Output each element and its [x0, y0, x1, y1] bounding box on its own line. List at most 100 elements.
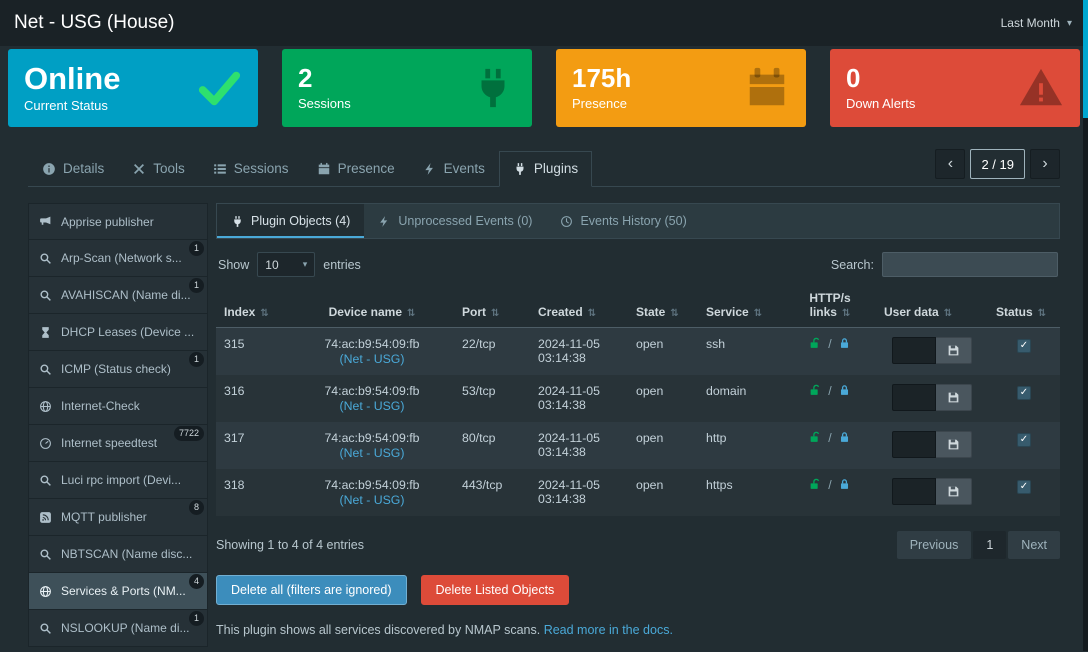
- tab-sessions-label: Sessions: [233, 161, 289, 176]
- subtab-plugin-objects[interactable]: Plugin Objects (4): [217, 204, 365, 238]
- save-button[interactable]: [936, 478, 972, 505]
- status-checkbox[interactable]: ✓: [1017, 339, 1031, 353]
- prev-device-button[interactable]: ‹: [935, 149, 966, 179]
- sidebar-item-label: Services & Ports (NM...: [61, 584, 186, 598]
- chevron-down-icon: ▾: [302, 259, 308, 269]
- bolt-icon: [423, 162, 437, 176]
- cell-index: 317: [224, 431, 245, 445]
- lock-open-icon[interactable]: [809, 478, 822, 494]
- sidebar-item-label: Arp-Scan (Network s...: [61, 251, 182, 265]
- cell-device: 74:ac:b9:54:09:fb (Net - USG): [290, 328, 454, 376]
- sidebar-item-internet-check[interactable]: Internet-Check: [28, 388, 208, 425]
- delete-all-button[interactable]: Delete all (filters are ignored): [216, 575, 407, 605]
- subtab-unprocessed-events[interactable]: Unprocessed Events (0): [364, 204, 546, 238]
- scrollbar[interactable]: [1083, 0, 1088, 651]
- save-button[interactable]: [936, 384, 972, 411]
- sidebar-item-luci-rpc[interactable]: Luci rpc import (Devi...: [28, 462, 208, 499]
- cell-port: 443/tcp: [462, 478, 503, 492]
- clock-icon: [560, 215, 573, 228]
- device-link[interactable]: (Net - USG): [339, 352, 405, 366]
- sort-icon: ⇅: [260, 308, 269, 319]
- sidebar-item-mqtt[interactable]: MQTT publisher 8: [28, 499, 208, 536]
- lock-open-icon[interactable]: [809, 337, 822, 353]
- device-link[interactable]: (Net - USG): [339, 493, 405, 507]
- subtab-label: Events History (50): [580, 214, 687, 228]
- sidebar-item-nbtscan[interactable]: NBTSCAN (Name disc...: [28, 536, 208, 573]
- show-entries-select[interactable]: 10 ▾: [257, 252, 316, 277]
- status-card[interactable]: Online Current Status: [8, 49, 258, 127]
- save-button[interactable]: [936, 431, 972, 458]
- sidebar-item-services-ports[interactable]: Services & Ports (NM... 4: [28, 573, 208, 610]
- sidebar-item-arpscan[interactable]: Arp-Scan (Network s... 1: [28, 240, 208, 277]
- search-input[interactable]: [882, 252, 1058, 277]
- count-badge: 1: [188, 352, 204, 367]
- plugin-objects-table: Index ⇅ Device name ⇅ Port ⇅ Created ⇅ State…: [216, 285, 1060, 516]
- col-header-created[interactable]: Created ⇅: [530, 285, 628, 328]
- status-checkbox[interactable]: ✓: [1017, 386, 1031, 400]
- entries-label: entries: [323, 257, 361, 272]
- previous-page-button[interactable]: Previous: [896, 531, 972, 559]
- table-row: 317 74:ac:b9:54:09:fb (Net - USG) 80/tcp…: [216, 422, 1060, 469]
- lock-open-icon[interactable]: [809, 384, 822, 400]
- period-label: Last Month: [1000, 16, 1060, 30]
- tab-details[interactable]: Details: [28, 151, 118, 187]
- col-header-state[interactable]: State ⇅: [628, 285, 698, 328]
- scrollbar-thumb[interactable]: [1083, 0, 1088, 118]
- down-alerts-card[interactable]: 0 Down Alerts: [830, 49, 1080, 127]
- col-header-https-links[interactable]: HTTP/s links ⇅: [784, 285, 876, 328]
- cell-port: 22/tcp: [462, 337, 496, 351]
- sidebar-item-nslookup[interactable]: NSLOOKUP (Name di... 1: [28, 610, 208, 647]
- tab-events[interactable]: Events: [409, 151, 499, 187]
- next-device-button[interactable]: ›: [1030, 149, 1060, 179]
- calendar-icon: [317, 162, 331, 176]
- lock-open-icon[interactable]: [809, 431, 822, 447]
- lock-closed-icon[interactable]: [838, 478, 851, 494]
- status-checkbox[interactable]: ✓: [1017, 480, 1031, 494]
- user-data-input[interactable]: [892, 337, 936, 364]
- next-page-button[interactable]: Next: [1008, 531, 1060, 559]
- device-pager: ‹ 2 / 19 ›: [935, 149, 1060, 186]
- cell-created: 2024-11-05 03:14:38: [538, 384, 600, 412]
- subtab-events-history[interactable]: Events History (50): [546, 204, 700, 238]
- sidebar-item-icmp[interactable]: ICMP (Status check) 1: [28, 351, 208, 388]
- lock-closed-icon[interactable]: [838, 337, 851, 353]
- cell-index: 316: [224, 384, 245, 398]
- user-data-input[interactable]: [892, 478, 936, 505]
- col-header-status[interactable]: Status ⇅: [988, 285, 1060, 328]
- sidebar-item-speedtest[interactable]: Internet speedtest 7722: [28, 425, 208, 462]
- search-icon: [39, 622, 52, 635]
- lock-closed-icon[interactable]: [838, 431, 851, 447]
- device-link[interactable]: (Net - USG): [339, 399, 405, 413]
- count-badge: 1: [188, 278, 204, 293]
- plug-icon: [231, 215, 244, 228]
- status-checkbox[interactable]: ✓: [1017, 433, 1031, 447]
- presence-card[interactable]: 175h Presence: [556, 49, 806, 127]
- col-header-index[interactable]: Index ⇅: [216, 285, 290, 328]
- sessions-card[interactable]: 2 Sessions: [282, 49, 532, 127]
- save-button[interactable]: [936, 337, 972, 364]
- docs-link[interactable]: Read more in the docs.: [543, 623, 673, 637]
- sidebar-item-apprise[interactable]: Apprise publisher: [28, 203, 208, 240]
- col-header-user-data[interactable]: User data ⇅: [876, 285, 988, 328]
- col-header-service[interactable]: Service ⇅: [698, 285, 784, 328]
- cell-links: /: [784, 422, 876, 469]
- sidebar-item-avahiscan[interactable]: AVAHISCAN (Name di... 1: [28, 277, 208, 314]
- page-number-button[interactable]: 1: [973, 531, 1007, 559]
- col-header-port[interactable]: Port ⇅: [454, 285, 530, 328]
- user-data-input[interactable]: [892, 431, 936, 458]
- tab-sessions[interactable]: Sessions: [199, 151, 303, 187]
- period-selector[interactable]: Last Month ▾: [1001, 16, 1072, 30]
- sidebar-item-dhcp-leases[interactable]: DHCP Leases (Device ...: [28, 314, 208, 351]
- user-data-input[interactable]: [892, 384, 936, 411]
- tab-presence[interactable]: Presence: [303, 151, 409, 187]
- tab-tools[interactable]: Tools: [118, 151, 199, 187]
- sidebar-item-label: NBTSCAN (Name disc...: [61, 547, 193, 561]
- sort-icon: ⇅: [407, 308, 416, 319]
- tab-plugins[interactable]: Plugins: [498, 151, 593, 187]
- device-link[interactable]: (Net - USG): [339, 446, 405, 460]
- lock-closed-icon[interactable]: [838, 384, 851, 400]
- down-alerts-value: 0: [846, 63, 861, 94]
- plugin-description-text: This plugin shows all services discovere…: [216, 623, 541, 637]
- col-header-device-name[interactable]: Device name ⇅: [290, 285, 454, 328]
- delete-listed-button[interactable]: Delete Listed Objects: [420, 575, 570, 605]
